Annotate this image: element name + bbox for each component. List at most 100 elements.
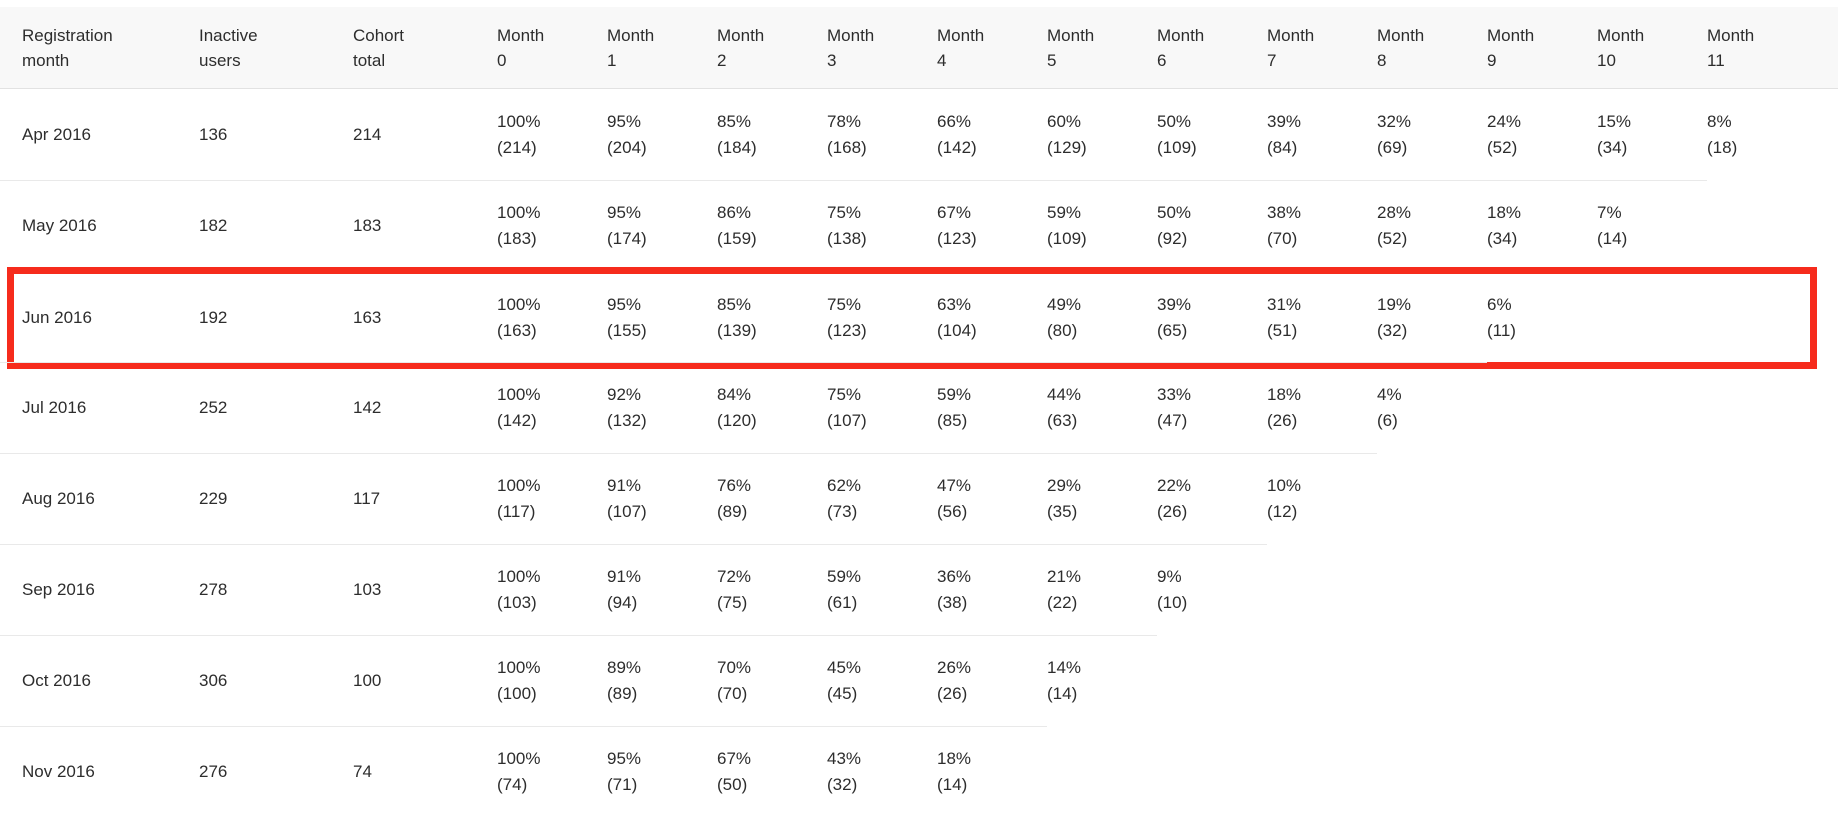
retention-count: (22) bbox=[1047, 593, 1078, 612]
retention-cell: 26% (26) bbox=[937, 636, 1047, 726]
retention-cell: 49% (80) bbox=[1047, 274, 1157, 362]
retention-count: (84) bbox=[1267, 137, 1298, 157]
retention-pct: 36% bbox=[937, 567, 972, 586]
retention-cell: 100% (74) bbox=[497, 727, 607, 817]
header-month-11: Month 11 bbox=[1707, 7, 1817, 88]
retention-cell: 6% (11) bbox=[1487, 274, 1597, 362]
retention-pct: 75% bbox=[827, 295, 862, 314]
retention-pct: 62% bbox=[827, 476, 862, 495]
registration-month-cell-value: Jun 2016 bbox=[22, 308, 92, 327]
retention-pct: 18% bbox=[1267, 385, 1302, 404]
retention-count: (65) bbox=[1157, 321, 1188, 340]
retention-count: (10) bbox=[1157, 593, 1188, 612]
retention-count: (174) bbox=[607, 229, 647, 248]
retention-count: (6) bbox=[1377, 411, 1398, 430]
cohort-total-cell-value: 103 bbox=[353, 580, 382, 599]
retention-pct: 84% bbox=[717, 385, 752, 404]
retention-pct: 100% bbox=[497, 567, 541, 586]
retention-count: (38) bbox=[937, 593, 968, 612]
highlighted-row: Jun 2016 192 163 100% (163) 95% (155) 85% (139) 7… bbox=[7, 267, 1817, 369]
retention-pct: 100% bbox=[497, 658, 541, 677]
cohort-total-cell-value: 163 bbox=[353, 308, 382, 327]
retention-pct: 43% bbox=[827, 749, 862, 768]
retention-cell: 67% (123) bbox=[937, 181, 1047, 271]
retention-pct: 95% bbox=[607, 111, 642, 131]
retention-pct: 22% bbox=[1157, 476, 1192, 495]
retention-cell: 92% (132) bbox=[607, 363, 717, 453]
retention-pct: 63% bbox=[937, 295, 972, 314]
retention-count: (35) bbox=[1047, 502, 1078, 521]
retention-cell: 85% (139) bbox=[717, 274, 827, 362]
retention-cell: 95% (71) bbox=[607, 727, 717, 817]
retention-count: (32) bbox=[1377, 321, 1408, 340]
retention-cell: 100% (100) bbox=[497, 636, 607, 726]
retention-pct: 75% bbox=[827, 385, 862, 404]
retention-pct: 26% bbox=[937, 658, 972, 677]
retention-cell: 15% (34) bbox=[1597, 89, 1707, 180]
registration-month-cell-value: Sep 2016 bbox=[22, 580, 95, 599]
inactive-users-cell: 136 bbox=[199, 89, 353, 180]
retention-count: (132) bbox=[607, 411, 647, 430]
retention-pct: 67% bbox=[937, 203, 972, 222]
inactive-users-cell: 276 bbox=[199, 727, 353, 817]
inactive-users-cell: 192 bbox=[199, 274, 353, 362]
retention-cell: 95% (204) bbox=[607, 89, 717, 180]
retention-count: (107) bbox=[607, 502, 647, 521]
retention-pct: 85% bbox=[717, 111, 752, 131]
retention-count: (32) bbox=[827, 775, 858, 794]
retention-pct: 78% bbox=[827, 111, 862, 131]
retention-count: (138) bbox=[827, 229, 867, 248]
header-month-5: Month 5 bbox=[1047, 7, 1157, 88]
retention-cell: 59% (61) bbox=[827, 545, 937, 635]
retention-cell: 100% (103) bbox=[497, 545, 607, 635]
retention-count: (94) bbox=[607, 593, 638, 612]
inactive-users-cell-value: 136 bbox=[199, 124, 228, 144]
retention-cell: 45% (45) bbox=[827, 636, 937, 726]
registration-month-cell-value: Nov 2016 bbox=[22, 762, 95, 781]
retention-pct: 14% bbox=[1047, 658, 1082, 677]
header-label: Month 9 bbox=[1487, 25, 1535, 70]
cohort-total-cell: 117 bbox=[353, 454, 497, 544]
retention-pct: 47% bbox=[937, 476, 972, 495]
retention-count: (47) bbox=[1157, 411, 1188, 430]
cohort-total-cell-value: 142 bbox=[353, 398, 382, 417]
registration-month-cell-value: Apr 2016 bbox=[22, 124, 91, 144]
header-label: Registration month bbox=[22, 25, 113, 70]
registration-month-cell: Jul 2016 bbox=[0, 363, 199, 453]
retention-pct: 28% bbox=[1377, 203, 1412, 222]
cohort-total-cell: 183 bbox=[353, 181, 497, 271]
retention-cell: 76% (89) bbox=[717, 454, 827, 544]
registration-month-cell-value: Oct 2016 bbox=[22, 671, 91, 690]
header-registration-month: Registration month bbox=[0, 7, 199, 88]
retention-pct: 9% bbox=[1157, 567, 1182, 586]
retention-pct: 31% bbox=[1267, 295, 1302, 314]
retention-count: (26) bbox=[1157, 502, 1188, 521]
header-label: Inactive users bbox=[199, 25, 258, 70]
retention-cell: 62% (73) bbox=[827, 454, 937, 544]
retention-pct: 86% bbox=[717, 203, 752, 222]
retention-count: (123) bbox=[937, 229, 977, 248]
registration-month-cell: Aug 2016 bbox=[0, 454, 199, 544]
retention-pct: 91% bbox=[607, 476, 642, 495]
retention-pct: 44% bbox=[1047, 385, 1082, 404]
retention-cell: 18% (14) bbox=[937, 727, 1047, 817]
header-label: Month 11 bbox=[1707, 25, 1755, 70]
retention-pct: 19% bbox=[1377, 295, 1412, 314]
registration-month-cell: Nov 2016 bbox=[0, 727, 199, 817]
registration-month-cell-value: Aug 2016 bbox=[22, 489, 95, 508]
retention-pct: 18% bbox=[937, 749, 972, 768]
inactive-users-cell-value: 229 bbox=[199, 489, 228, 508]
header-month-2: Month 2 bbox=[717, 7, 827, 88]
retention-cell: 100% (214) bbox=[497, 89, 607, 180]
retention-cell: 84% (120) bbox=[717, 363, 827, 453]
retention-pct: 29% bbox=[1047, 476, 1082, 495]
retention-cell: 100% (163) bbox=[497, 274, 607, 362]
retention-pct: 15% bbox=[1597, 111, 1632, 131]
retention-count: (71) bbox=[607, 775, 638, 794]
retention-cell: 75% (138) bbox=[827, 181, 937, 271]
header-label: Month 6 bbox=[1157, 25, 1205, 70]
retention-cell: 86% (159) bbox=[717, 181, 827, 271]
cohort-total-cell: 163 bbox=[353, 274, 497, 362]
retention-pct: 7% bbox=[1597, 203, 1622, 222]
retention-pct: 100% bbox=[497, 749, 541, 768]
